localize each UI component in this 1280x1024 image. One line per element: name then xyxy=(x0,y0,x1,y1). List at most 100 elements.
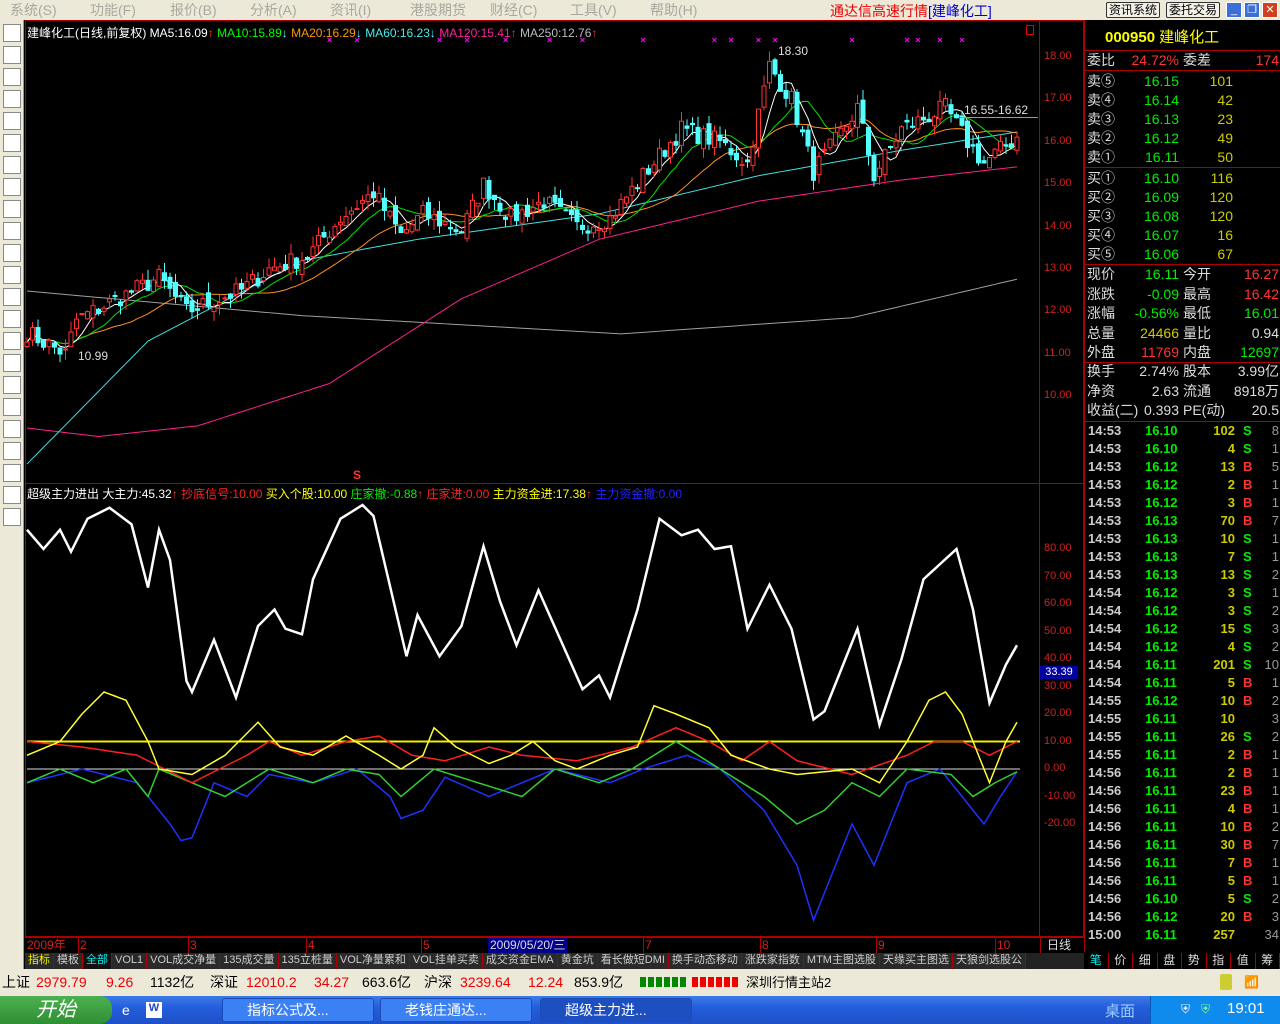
panel-tab[interactable]: 指 xyxy=(1207,953,1231,969)
word-icon[interactable]: W xyxy=(146,1002,162,1018)
panel-tab[interactable]: 筹 xyxy=(1256,953,1280,969)
indicator-tab[interactable]: 天缘买主图选 xyxy=(879,953,953,969)
panel-tab[interactable]: 盘 xyxy=(1158,953,1182,969)
indicator-tab[interactable]: VOL净量累和 xyxy=(336,953,410,969)
indicator-tab[interactable]: 换手动态移动 xyxy=(668,953,742,969)
list-icon[interactable] xyxy=(3,46,21,64)
menu-item[interactable]: 资讯(I) xyxy=(330,2,372,18)
sort-icon[interactable] xyxy=(3,332,21,350)
panel-tab[interactable]: 势 xyxy=(1182,953,1207,969)
indicator-tab[interactable]: 指标 xyxy=(25,953,54,969)
etf-icon[interactable] xyxy=(3,266,21,284)
f10-icon[interactable] xyxy=(3,156,21,174)
axis-divider xyxy=(1039,20,1040,937)
tick-row: 14:53 16.12 2 B 1 xyxy=(1085,476,1280,494)
kline-icon[interactable] xyxy=(3,90,21,108)
indicator-tab[interactable]: MTM主图选股 xyxy=(803,953,880,969)
tick-time: 14:53 xyxy=(1088,495,1122,510)
news-icon[interactable] xyxy=(3,134,21,152)
tick-count: 1 xyxy=(1271,585,1279,600)
hs-label: 沪深 xyxy=(424,974,452,990)
divider xyxy=(1085,167,1280,168)
shield-icon[interactable]: ⛨ xyxy=(1181,1002,1191,1016)
desktop-toolbar[interactable]: 桌面 xyxy=(1105,1003,1136,1020)
indicator-tab[interactable]: VOL挂单买卖 xyxy=(409,953,483,969)
quote-cell: 换手 xyxy=(1087,363,1115,379)
quote-icon[interactable] xyxy=(3,24,21,42)
menu-item[interactable]: 工具(V) xyxy=(570,2,617,18)
indicator-tab[interactable]: VOL成交净量 xyxy=(147,953,221,969)
tick-side: S xyxy=(1243,603,1252,618)
menu-item[interactable]: 报价(B) xyxy=(170,2,217,18)
menu-item[interactable]: 帮助(H) xyxy=(650,2,698,18)
indicator-tab[interactable]: 全部 xyxy=(83,953,112,969)
indicator-tab[interactable]: 黄金坑 xyxy=(557,953,598,969)
switch-icon[interactable] xyxy=(3,420,21,438)
finance-icon[interactable] xyxy=(3,178,21,196)
server-name[interactable]: 深圳行情主站2 xyxy=(746,975,832,990)
tick-price: 16.11 xyxy=(1145,765,1177,780)
bst-icon[interactable] xyxy=(3,310,21,328)
security-icon[interactable]: ⛨ xyxy=(1201,1002,1211,1016)
menu-item[interactable]: 分析(A) xyxy=(250,2,297,18)
search-icon[interactable] xyxy=(3,244,21,262)
quote-cell: 101 xyxy=(1209,73,1233,89)
tick-row: 14:56 16.11 2 B 1 xyxy=(1085,764,1280,782)
tick-count: 1 xyxy=(1271,783,1279,798)
chart-icon[interactable] xyxy=(3,68,21,86)
tick-side: B xyxy=(1243,909,1253,924)
price-tick-label: 11.00 xyxy=(1044,346,1071,359)
task-button[interactable]: 老钱庄通达... xyxy=(380,998,532,1022)
down-arrow-icon[interactable] xyxy=(3,508,21,526)
menu-item[interactable]: 功能(F) xyxy=(90,2,136,18)
indicator-tab[interactable]: VOL1 xyxy=(112,953,148,969)
quote-cell: 2.74% xyxy=(1139,363,1179,379)
ie-icon[interactable]: e xyxy=(122,1002,130,1018)
quote-row: 现价 16.11 今开 16.27 xyxy=(1087,265,1279,284)
news-system-button[interactable]: 资讯系统 xyxy=(1106,2,1161,18)
select-icon[interactable] xyxy=(3,222,21,240)
panel-tab[interactable]: 价 xyxy=(1109,953,1133,969)
up-arrow-icon: ↑ xyxy=(171,487,178,501)
up-arrow-icon[interactable] xyxy=(3,486,21,504)
restore-button[interactable]: ❐ xyxy=(1244,2,1260,18)
group-icon[interactable] xyxy=(3,200,21,218)
minimize-button[interactable]: _ xyxy=(1226,2,1242,18)
quote-cell: 174 xyxy=(1255,52,1279,68)
quote-cell: 买⑤ xyxy=(1087,246,1115,262)
panel-tab[interactable]: 笔 xyxy=(1084,953,1109,969)
indicator-tab[interactable]: 看长做短DMI xyxy=(597,953,669,969)
quote-cell: 总量 xyxy=(1087,324,1115,341)
panel-divider xyxy=(25,483,1084,484)
draw-icon[interactable] xyxy=(3,398,21,416)
report-icon[interactable] xyxy=(3,112,21,130)
close-button[interactable]: ✕ xyxy=(1262,2,1278,18)
start-button[interactable]: 开始 xyxy=(0,996,112,1024)
tick-side: S xyxy=(1243,639,1252,654)
divider xyxy=(1085,50,1280,51)
indicator-tab[interactable]: 成交资金EMA xyxy=(482,953,558,969)
trade-button[interactable]: 委托交易 xyxy=(1166,2,1221,18)
money-icon[interactable] xyxy=(3,376,21,394)
grid-icon[interactable] xyxy=(3,354,21,372)
indicator-tab[interactable]: 模板 xyxy=(54,953,83,969)
panel-tab[interactable]: 值 xyxy=(1231,953,1256,969)
expand-icon[interactable] xyxy=(1026,25,1034,35)
indicator-tab[interactable]: 涨跌家指数 xyxy=(741,953,804,969)
month-label: 3 xyxy=(188,938,197,953)
task-button[interactable]: 超级主力进... xyxy=(540,998,692,1022)
menu-item[interactable]: 系统(S) xyxy=(10,2,57,18)
period-label[interactable]: 日线 xyxy=(1040,938,1084,953)
tick-price: 16.12 xyxy=(1145,459,1178,474)
indicator-tab[interactable]: 135成交量 xyxy=(220,953,279,969)
task-button[interactable]: 指标公式及... xyxy=(222,998,374,1022)
menu-item[interactable]: 财经(C) xyxy=(490,2,538,18)
pencil-icon[interactable] xyxy=(3,442,21,460)
chart-area[interactable] xyxy=(25,20,1084,937)
indicator-tab[interactable]: 天狼剑选股公 xyxy=(952,953,1026,969)
menu-item[interactable]: 港股期货 xyxy=(410,2,466,18)
indicator-icon[interactable] xyxy=(3,288,21,306)
panel-tab[interactable]: 细 xyxy=(1133,953,1158,969)
indicator-tab[interactable]: 135立桩量 xyxy=(278,953,337,969)
move-icon[interactable] xyxy=(3,464,21,482)
